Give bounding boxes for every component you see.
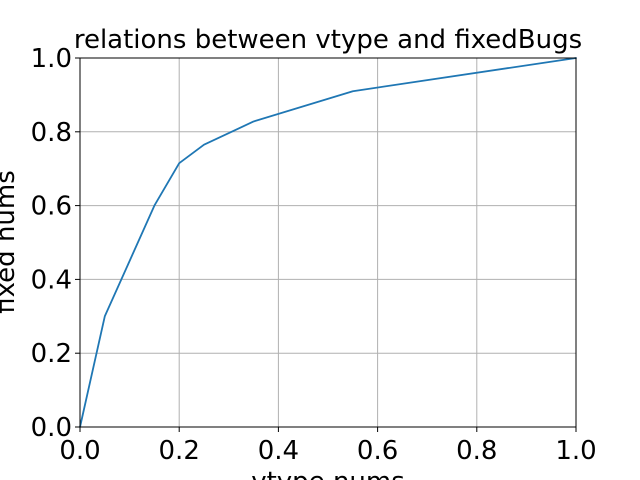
x-axis-label: vtype nums (251, 467, 405, 480)
x-tick-label: 0.8 (456, 436, 497, 466)
grid (79, 57, 577, 428)
y-axis-label: fixed nums (0, 170, 21, 314)
series-line (79, 57, 577, 428)
chart-title: relations between vtype and fixedBugs (74, 25, 582, 55)
y-tick-label: 0.8 (31, 118, 72, 148)
x-tick-label: 0.4 (258, 436, 299, 466)
plot-frame (79, 57, 577, 428)
y-tick-label: 0.0 (31, 413, 72, 443)
x-tick-label: 0.0 (59, 436, 100, 466)
y-tick-label: 0.4 (31, 265, 72, 295)
x-tick-label: 1.0 (555, 436, 596, 466)
series-layer (79, 57, 577, 428)
x-tick-label: 0.2 (159, 436, 200, 466)
ticks: 0.0 0.2 0.4 0.6 0.8 1.0 0.0 0.2 0.4 0.6 0.8 1.0 (31, 44, 597, 466)
y-tick-label: 1.0 (31, 44, 72, 74)
y-tick-label: 0.2 (31, 339, 72, 369)
y-tick-label: 0.6 (31, 192, 72, 222)
x-tick-label: 0.6 (357, 436, 398, 466)
